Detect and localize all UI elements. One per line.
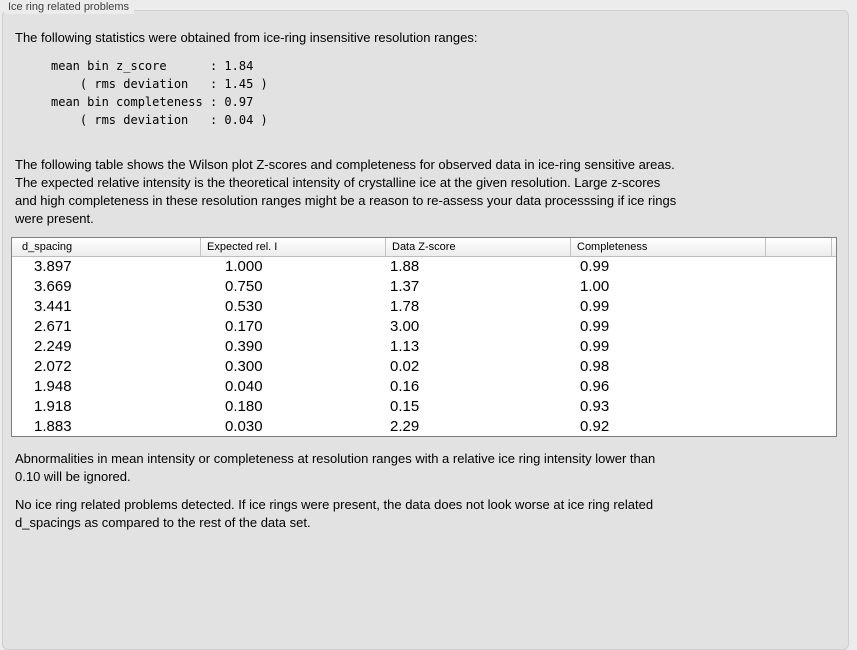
table-cell: 1.78 <box>390 298 420 316</box>
table-cell: 0.02 <box>390 357 420 375</box>
ice-ring-panel: The following statistics were obtained f… <box>2 10 849 650</box>
table-cell: 0.750 <box>225 278 263 296</box>
table-cell: 3.441 <box>34 298 72 316</box>
table-cell: 0.99 <box>580 318 610 336</box>
table-row[interactable]: 1.948 0.040 0.16 0.96 <box>12 376 836 396</box>
table-cell: 0.390 <box>225 338 263 355</box>
table-cell: 3.669 <box>34 278 72 296</box>
table-row[interactable]: 3.897 1.000 1.88 0.99 <box>12 257 836 277</box>
table-cell: 1.948 <box>34 377 72 395</box>
panel-title: Ice ring related problems <box>4 1 135 14</box>
table-header-row: d_spacing Expected rel. I Data Z-score Comp… <box>12 238 836 257</box>
column-header-data-z-score[interactable]: Data Z-score <box>386 238 571 256</box>
table-cell: 1.00 <box>580 278 610 296</box>
table-cell: 0.180 <box>225 397 263 415</box>
table-cell: 0.99 <box>580 338 610 355</box>
table-cell: 0.16 <box>390 377 420 395</box>
ignore-note-text: Abnormalities in mean intensity or compl… <box>15 451 656 485</box>
table-row[interactable]: 3.441 0.530 1.78 0.99 <box>12 297 836 317</box>
table-row[interactable]: 1.883 0.030 2.29 0.92 <box>12 416 836 436</box>
table-cell: 2.072 <box>34 357 72 375</box>
stats-intro-text: The following statistics were obtained f… <box>15 30 478 45</box>
table-cell: 0.530 <box>225 298 263 316</box>
table-cell: 0.300 <box>225 357 263 375</box>
column-header-completeness[interactable]: Completeness <box>571 238 766 256</box>
column-header-expected-rel-i[interactable]: Expected rel. I <box>201 238 386 256</box>
table-cell: 1.88 <box>390 258 420 276</box>
ice-ring-table: d_spacing Expected rel. I Data Z-score Comp… <box>11 237 837 438</box>
conclusion-text: No ice ring related problems detected. I… <box>15 497 654 531</box>
table-cell: 0.99 <box>580 298 610 316</box>
table-cell: 0.92 <box>580 417 610 435</box>
table-cell: 1.000 <box>225 258 263 276</box>
table-cell: 1.918 <box>34 397 72 415</box>
table-cell: 2.671 <box>34 318 72 336</box>
table-body: 3.897 1.000 1.88 0.99 3.669 0.750 1.37 1.00 3.44… <box>12 257 836 437</box>
table-description-text: The following table shows the Wilson plo… <box>15 157 677 226</box>
table-row[interactable]: 1.918 0.180 0.15 0.93 <box>12 396 836 416</box>
table-row[interactable]: 2.671 0.170 3.00 0.99 <box>12 317 836 337</box>
table-cell: 0.170 <box>225 318 263 336</box>
table-cell: 0.93 <box>580 397 610 415</box>
column-header-d-spacing[interactable]: d_spacing <box>12 238 201 256</box>
table-cell: 0.030 <box>225 417 263 435</box>
table-cell: 0.99 <box>580 258 610 276</box>
table-cell: 2.29 <box>390 417 420 435</box>
table-row[interactable]: 3.669 0.750 1.37 1.00 <box>12 277 836 297</box>
column-header-spacer <box>766 238 832 256</box>
table-row[interactable]: 2.249 0.390 1.13 0.99 <box>12 337 836 357</box>
table-cell: 0.040 <box>225 377 263 395</box>
stats-block: mean bin z_score : 1.84 ( rms deviation … <box>51 59 268 127</box>
table-cell: 3.00 <box>390 318 420 336</box>
table-cell: 1.13 <box>390 338 420 355</box>
table-cell: 0.98 <box>580 357 610 375</box>
table-cell: 0.15 <box>390 397 420 415</box>
column-header-spacer <box>832 238 838 256</box>
table-row[interactable]: 2.072 0.300 0.02 0.98 <box>12 356 836 376</box>
table-cell: 3.897 <box>34 258 72 276</box>
table-cell: 1.37 <box>390 278 420 296</box>
table-cell: 1.883 <box>34 417 72 435</box>
table-cell: 2.249 <box>34 338 72 355</box>
table-cell: 0.96 <box>580 377 610 395</box>
